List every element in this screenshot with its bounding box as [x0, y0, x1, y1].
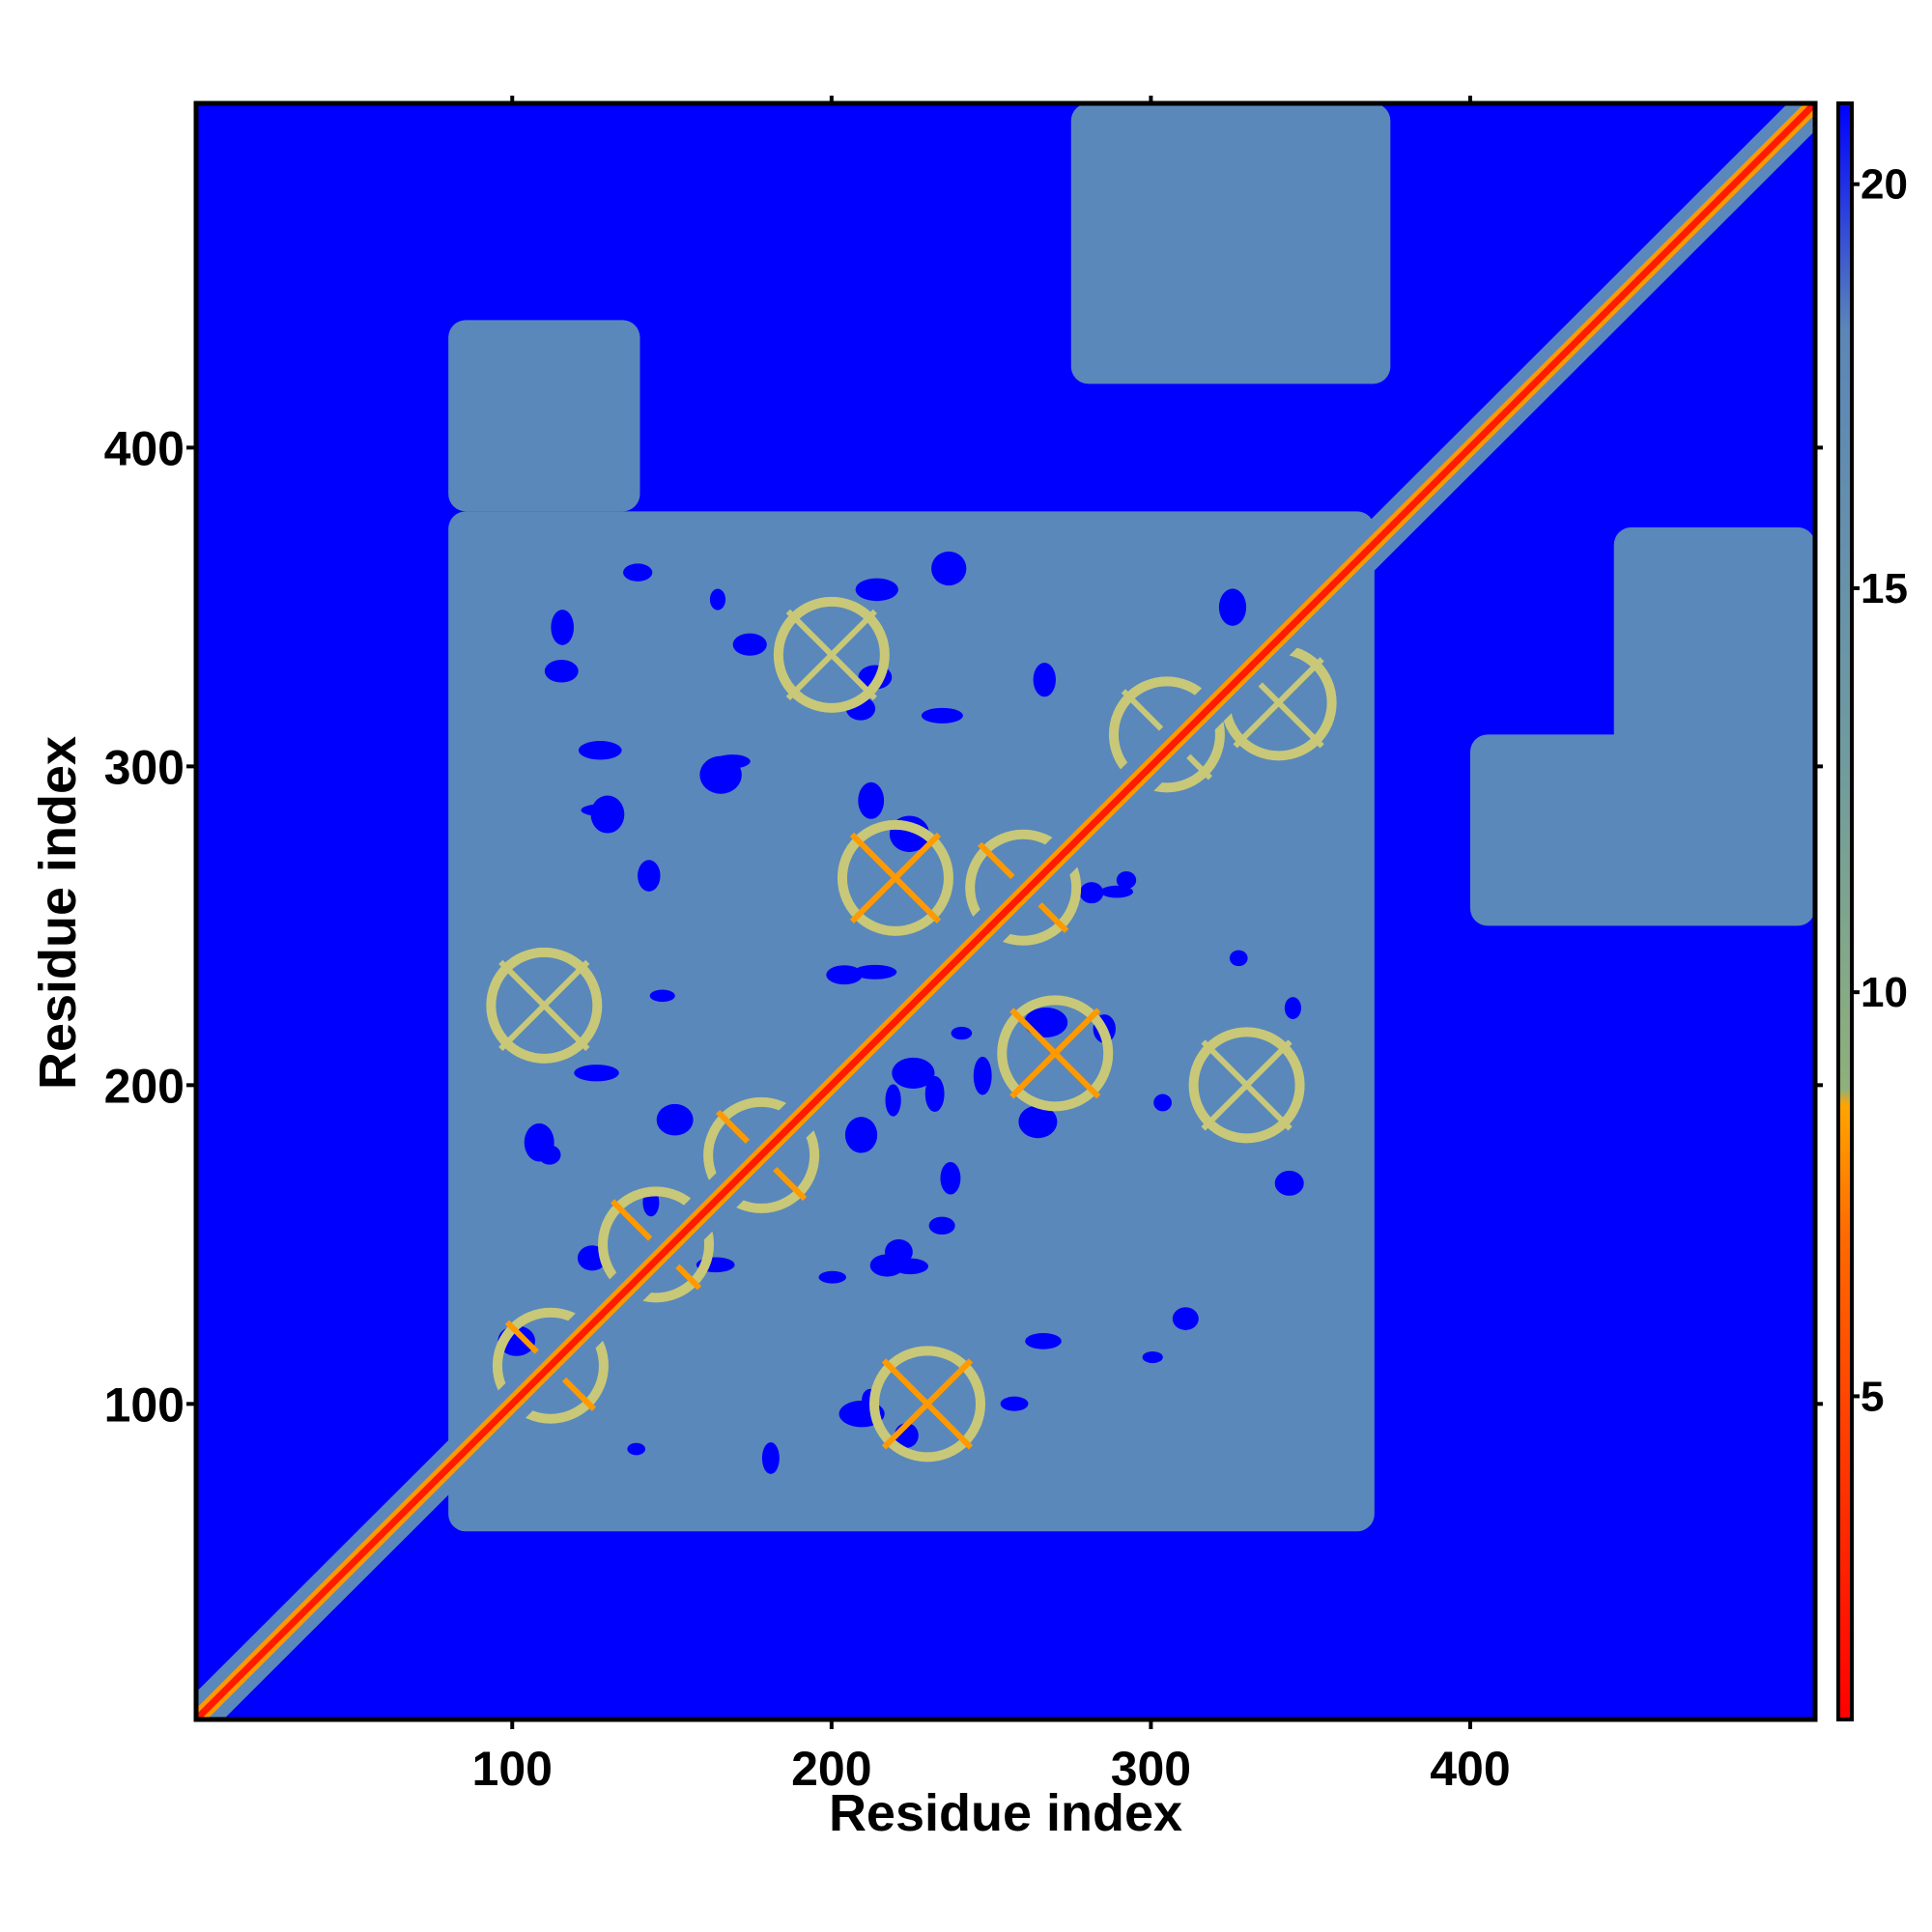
plot-frame	[193, 100, 1818, 1722]
no-contact-cell	[855, 578, 898, 602]
no-contact-cell	[574, 1065, 619, 1082]
contact-streak	[1233, 657, 1324, 749]
no-contact-cell	[627, 1442, 646, 1456]
no-contact-cell	[1000, 1396, 1029, 1411]
y-tick-label: 200	[104, 1059, 185, 1113]
no-contact-cell	[921, 707, 963, 724]
no-contact-cell	[892, 1057, 935, 1090]
no-contact-cell	[1153, 1094, 1172, 1112]
no-contact-cell	[844, 1117, 878, 1153]
no-contact-cell	[853, 964, 897, 980]
colorbar-tick-label: 5	[1861, 1373, 1884, 1420]
x-tick-label: 100	[472, 1742, 553, 1796]
no-contact-cell	[826, 965, 863, 985]
y-tick-label: 400	[104, 421, 185, 475]
no-contact-cell	[761, 1442, 780, 1474]
no-contact-cell	[1274, 1170, 1304, 1196]
no-contact-cell	[1218, 588, 1247, 626]
colorbar-gradient	[1836, 101, 1854, 1721]
colorbar-tick-label: 15	[1861, 565, 1908, 612]
no-contact-cell	[858, 781, 885, 819]
no-contact-cell	[818, 1270, 846, 1284]
no-contact-cell	[551, 662, 570, 676]
no-contact-cell	[924, 1075, 945, 1112]
no-contact-cell	[951, 1026, 973, 1040]
y-axis-title: Residue index	[29, 736, 87, 1090]
no-contact-cell	[638, 860, 661, 892]
no-contact-cell	[1284, 997, 1301, 1019]
no-contact-cell	[732, 633, 767, 656]
colorbar-tick-label: 20	[1861, 161, 1908, 209]
no-contact-cell	[551, 610, 575, 645]
contact-region	[1070, 103, 1391, 384]
contact-streak	[1009, 1008, 1101, 1099]
no-contact-cell	[623, 563, 653, 582]
y-tick-label: 100	[104, 1378, 185, 1432]
no-contact-cell	[1116, 870, 1137, 890]
diagonal-line	[196, 103, 1815, 1719]
no-contact-cell	[1018, 1105, 1058, 1139]
no-contact-cell	[578, 741, 622, 760]
no-contact-cell	[709, 588, 726, 611]
no-contact-cell	[928, 1216, 955, 1236]
x-tick-label: 300	[1111, 1742, 1191, 1796]
no-contact-cell	[1100, 885, 1133, 898]
colorbar: 5 10 15 20	[1836, 101, 1908, 1721]
x-axis: 100 200 300 400	[472, 96, 1511, 1796]
no-contact-cell	[1025, 1332, 1062, 1350]
contact-streak	[1201, 1039, 1293, 1131]
no-contact-cell	[1033, 663, 1056, 697]
no-contact-cell	[973, 1056, 992, 1095]
heatmap-area	[196, 103, 1815, 1719]
x-tick-label: 200	[791, 1742, 871, 1796]
no-contact-cell	[524, 1122, 554, 1162]
no-contact-cell	[885, 1084, 901, 1117]
contact-region	[448, 320, 640, 512]
no-contact-cell	[1172, 1307, 1199, 1330]
no-contact-cell	[931, 551, 967, 586]
x-axis-title: Residue index	[829, 1784, 1182, 1842]
no-contact-cell	[590, 795, 625, 834]
no-contact-cell	[1142, 1351, 1163, 1364]
y-axis: 100 200 300 400	[104, 421, 1823, 1432]
contact-streak	[849, 832, 942, 923]
no-contact-cell	[940, 1161, 961, 1195]
contact-streak	[785, 609, 877, 700]
x-tick-label: 400	[1430, 1742, 1510, 1796]
contact-streak	[498, 959, 590, 1051]
no-contact-cell	[699, 755, 742, 794]
no-contact-cell	[656, 1103, 694, 1136]
no-contact-cell	[1079, 882, 1104, 904]
y-tick-label: 300	[104, 740, 185, 794]
colorbar-tick-label: 10	[1861, 969, 1908, 1016]
no-contact-cell	[1229, 950, 1248, 967]
no-contact-cell	[884, 1238, 913, 1265]
no-contact-cell	[649, 989, 675, 1003]
contact-streak	[881, 1358, 974, 1450]
contact-region	[1469, 734, 1815, 926]
